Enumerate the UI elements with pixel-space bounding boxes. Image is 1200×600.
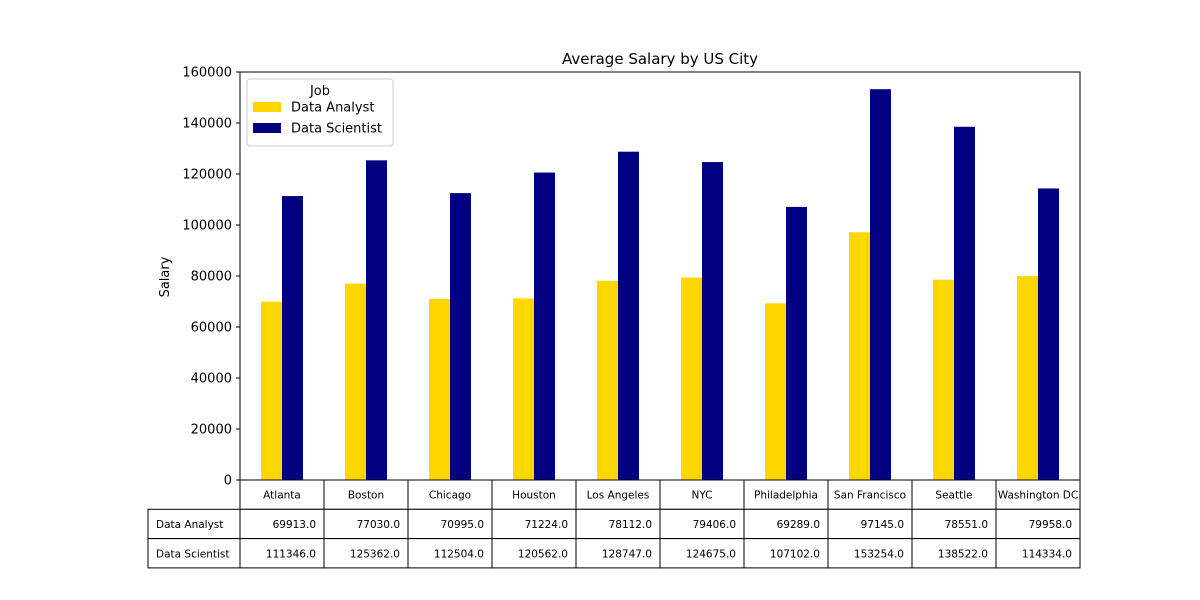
table-header-cell: [407, 479, 493, 510]
y-tick-label: 0: [224, 474, 232, 489]
table-row-label: Data Analyst: [156, 519, 223, 531]
y-tick-label: 160000: [182, 66, 232, 81]
table-row-label-cell: [147, 508, 241, 540]
table-cell: [659, 508, 745, 540]
legend: Job Data Analyst Data Scientist: [246, 78, 394, 147]
table-column-header: San Francisco: [834, 490, 906, 502]
bar-data-scientist: [618, 151, 639, 481]
table-cell: [575, 538, 661, 569]
table-cell-value: 128747.0: [602, 548, 652, 560]
table-cell: [911, 538, 997, 569]
table-column-header: Chicago: [429, 490, 471, 502]
table-cell-value: 71224.0: [525, 519, 568, 531]
bar-data-analyst: [429, 298, 450, 480]
table-header-cell: [659, 479, 745, 510]
table-cell-value: 125362.0: [350, 548, 400, 560]
bar-data-scientist: [282, 196, 303, 481]
table-cell-value: 69289.0: [777, 519, 820, 531]
table-cell: [995, 508, 1081, 540]
table-header-cell: [911, 479, 997, 510]
bar-data-analyst: [765, 303, 786, 480]
table-header-cell: [995, 479, 1081, 510]
table-cell-value: 78551.0: [945, 519, 988, 531]
table-header-cell: [743, 479, 829, 510]
y-tick-label: 60000: [191, 321, 232, 336]
table-cell-value: 107102.0: [770, 548, 820, 560]
bar-data-analyst: [597, 280, 618, 480]
bar-data-scientist: [702, 162, 723, 481]
table-column-header: Atlanta: [263, 490, 301, 502]
bar-data-analyst: [513, 298, 534, 480]
table-column-header: NYC: [691, 490, 712, 502]
table-cell: [407, 538, 493, 569]
table-column-header: Houston: [512, 490, 556, 502]
y-tick-label: 20000: [191, 423, 232, 438]
table-row-label: Data Scientist: [156, 548, 230, 560]
table-cell: [911, 508, 997, 540]
table-column-header: Philadelphia: [754, 490, 818, 502]
table-cell-value: 153254.0: [854, 548, 904, 560]
table-cell: [995, 538, 1081, 569]
table-column-header: Boston: [348, 490, 384, 502]
table-header-cell: [575, 479, 661, 510]
bar-data-scientist: [1038, 188, 1059, 480]
legend-label: Data Scientist: [291, 122, 382, 137]
bar-data-scientist: [534, 172, 555, 480]
table-cell: [491, 538, 577, 569]
y-tick-label: 40000: [191, 372, 232, 387]
legend-swatch-data-scientist: [253, 123, 281, 133]
table-cell-value: 111346.0: [266, 548, 316, 560]
bar-data-scientist: [954, 126, 975, 481]
table-cell: [575, 508, 661, 540]
legend-title: Job: [309, 84, 330, 99]
table-cell-value: 114334.0: [1022, 548, 1072, 560]
table-cell: [743, 538, 829, 569]
table-cell-value: 124675.0: [686, 548, 736, 560]
bar-data-scientist: [786, 206, 807, 480]
table-cell: [659, 538, 745, 569]
y-tick-label: 100000: [182, 219, 232, 234]
table-cell-value: 69913.0: [273, 519, 316, 531]
table-cell-value: 78112.0: [609, 519, 652, 531]
bar-data-scientist: [366, 160, 387, 480]
bar-data-analyst: [261, 301, 282, 480]
table-cell-value: 97145.0: [861, 519, 904, 531]
bar-data-analyst: [345, 283, 366, 480]
table-column-header: Los Angeles: [587, 490, 650, 502]
bar-data-scientist: [870, 89, 891, 480]
table-cell-value: 79958.0: [1029, 519, 1072, 531]
table-cell-value: 120562.0: [518, 548, 568, 560]
bar-data-scientist: [450, 193, 471, 480]
legend-swatch-data-analyst: [253, 102, 281, 112]
table-cell-value: 138522.0: [938, 548, 988, 560]
bar-data-analyst: [681, 277, 702, 480]
table-cell: [239, 538, 325, 569]
table-cell: [827, 538, 913, 569]
table-column-header: Washington DC: [998, 490, 1078, 502]
table-cell-value: 112504.0: [434, 548, 484, 560]
chart-title: Average Salary by US City: [562, 50, 758, 68]
table-cell: [323, 508, 409, 540]
legend-box: [246, 78, 394, 147]
table-cell-value: 77030.0: [357, 519, 400, 531]
table-cell-value: 70995.0: [441, 519, 484, 531]
table-cell-value: 79406.0: [693, 519, 736, 531]
table-row-label-cell: [147, 538, 241, 569]
bar-data-analyst: [1017, 276, 1038, 480]
y-axis-label: Salary: [158, 256, 173, 297]
table-column-header: Seattle: [935, 490, 972, 502]
legend-label: Data Analyst: [291, 101, 374, 116]
table-cell: [239, 508, 325, 540]
bar-data-analyst: [933, 279, 954, 480]
table-header-cell: [491, 479, 577, 510]
y-tick-label: 120000: [182, 168, 232, 183]
y-tick-label: 140000: [182, 117, 232, 132]
y-tick-label: 80000: [191, 270, 232, 285]
bar-data-analyst: [849, 232, 870, 480]
